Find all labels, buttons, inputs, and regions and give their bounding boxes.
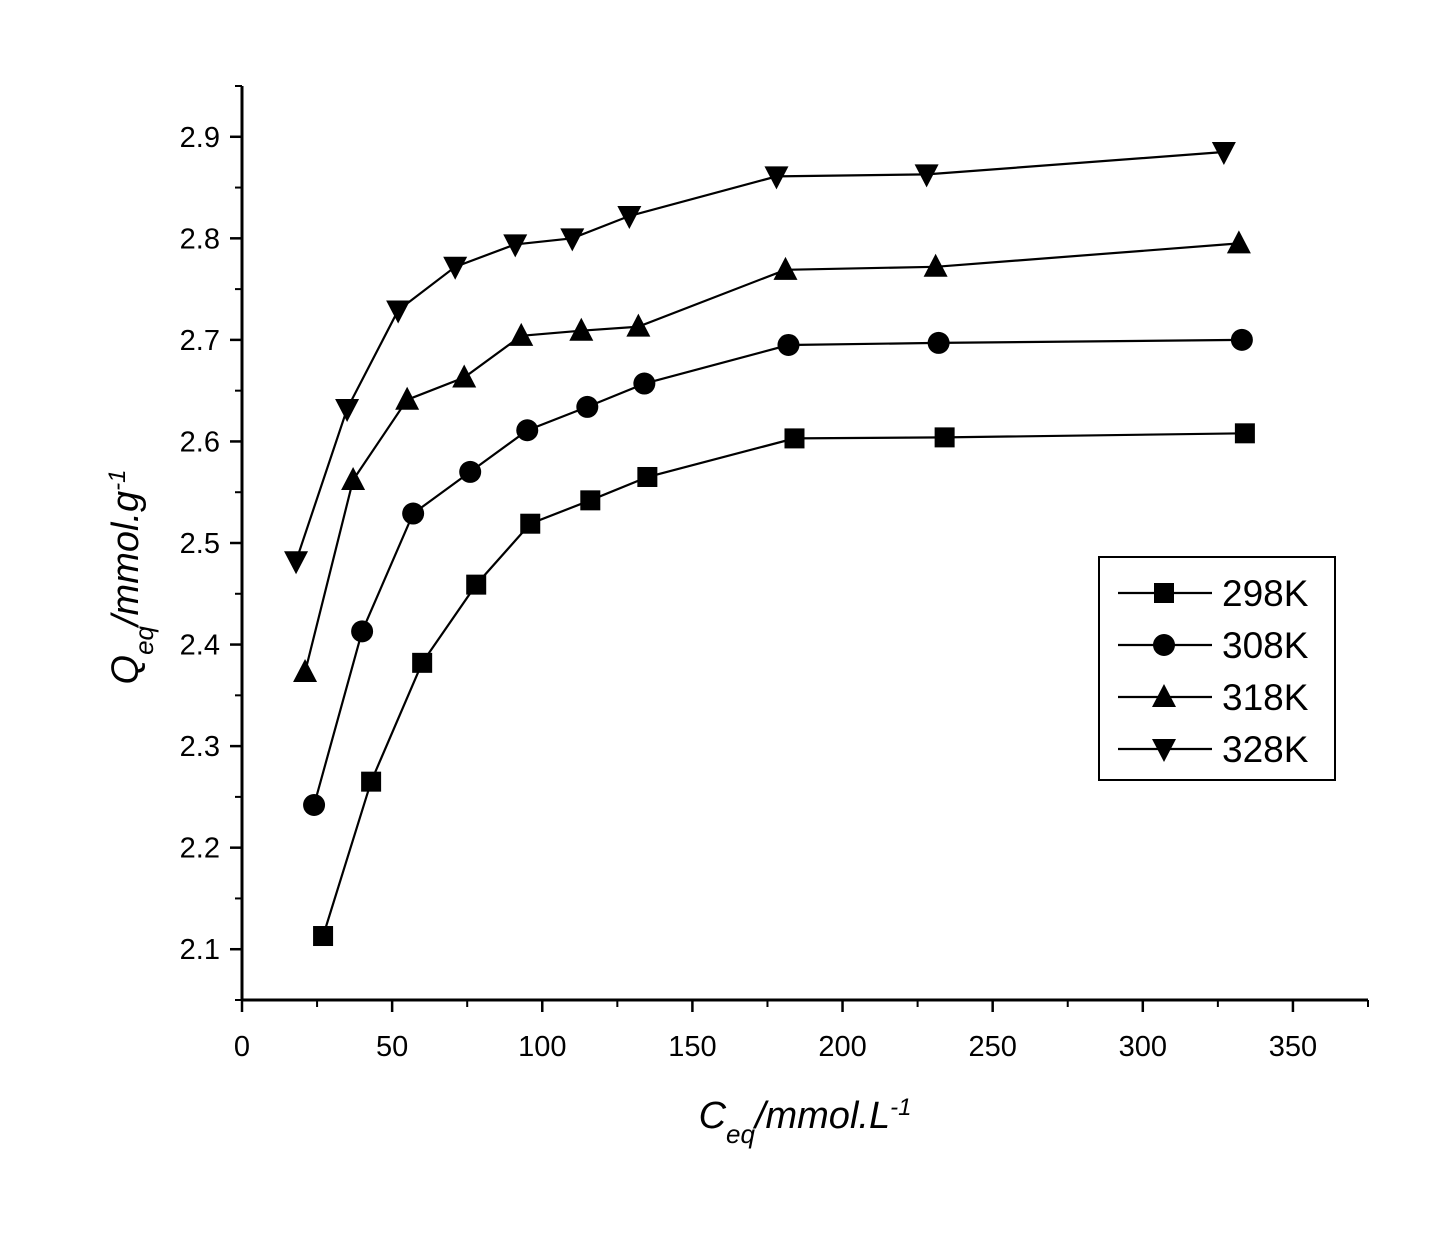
data-point (509, 322, 534, 346)
legend-box (1098, 556, 1336, 781)
data-point (580, 490, 601, 511)
data-point (923, 253, 948, 277)
x-tick-label: 200 (818, 1031, 866, 1063)
data-point (637, 466, 658, 487)
data-point (303, 794, 326, 817)
data-point (293, 658, 318, 682)
series-line (304, 242, 1239, 673)
y-tick-label: 2.7 (180, 325, 220, 357)
y-tick-label: 2.1 (180, 934, 220, 966)
y-tick-label: 2.3 (180, 731, 220, 763)
y-tick-label: 2.2 (180, 833, 220, 865)
series-layer (284, 142, 1255, 947)
series-328K (284, 142, 1236, 575)
x-axis-title: Ceq/mmol.L-1 (699, 1094, 912, 1150)
legend-label: 308K (1222, 625, 1309, 666)
data-point (402, 502, 425, 525)
data-point (934, 427, 955, 448)
y-tick-label: 2.9 (180, 122, 220, 154)
data-point (927, 331, 950, 354)
data-point (1230, 328, 1253, 351)
legend-label: 298K (1222, 573, 1309, 614)
data-point (443, 256, 468, 280)
legend-item: 328K (1118, 729, 1309, 770)
data-point (569, 317, 594, 341)
data-point (341, 467, 366, 491)
y-tick-label: 2.6 (180, 426, 220, 458)
x-tick-label: 350 (1269, 1031, 1317, 1063)
legend-marker (1153, 634, 1175, 656)
data-point (626, 313, 651, 337)
data-point (520, 513, 541, 534)
x-tick-label: 100 (518, 1031, 566, 1063)
legend-marker (1152, 684, 1176, 707)
y-axis-title: Qeq/mmol.g-1 (104, 470, 160, 685)
data-point (617, 205, 642, 229)
data-point (914, 164, 939, 188)
y-tick-label: 2.8 (180, 223, 220, 255)
legend-item: 318K (1118, 677, 1309, 718)
data-point (503, 234, 528, 258)
data-point (777, 333, 800, 356)
data-point (764, 166, 789, 190)
legend: 298K 308K 318K 328K (1098, 556, 1336, 781)
data-point (284, 551, 309, 575)
legend-marker (1154, 583, 1174, 603)
legend-marker (1152, 739, 1176, 762)
data-point (351, 620, 374, 643)
data-point (459, 460, 482, 483)
x-tick-label: 50 (376, 1031, 408, 1063)
x-tick-label: 250 (968, 1031, 1016, 1063)
legend-item: 298K (1118, 573, 1309, 614)
data-point (784, 428, 805, 449)
data-point (1226, 230, 1251, 254)
data-point (466, 574, 487, 595)
data-point (1211, 142, 1236, 166)
data-point (412, 652, 433, 673)
series-308K (303, 328, 1253, 817)
legend-label: 328K (1222, 729, 1309, 770)
data-point (335, 398, 360, 422)
series-298K (313, 423, 1255, 947)
data-point (633, 372, 656, 395)
data-point (361, 771, 382, 792)
data-point (386, 300, 411, 324)
x-tick-label: 0 (234, 1031, 250, 1063)
series-line (294, 150, 1224, 562)
series-318K (293, 230, 1251, 682)
data-point (516, 419, 539, 442)
axes: 0 50 100 150 200 250 300 350 2.1 2.2 2.3 2.4 2.5 2.6 2… (180, 85, 1369, 1063)
data-point (452, 364, 477, 388)
x-tick-label: 300 (1119, 1031, 1167, 1063)
data-point (560, 228, 585, 252)
data-point (1234, 423, 1255, 444)
legend-label: 318K (1222, 677, 1309, 718)
legend-item: 308K (1118, 625, 1309, 666)
series-line (313, 338, 1242, 806)
x-tick-label: 150 (668, 1031, 716, 1063)
y-tick-label: 2.5 (180, 528, 220, 560)
data-point (395, 386, 420, 410)
series-line (322, 432, 1245, 937)
y-tick-label: 2.4 (180, 630, 220, 662)
data-point (773, 256, 798, 280)
data-point (313, 926, 334, 947)
data-point (576, 395, 599, 418)
